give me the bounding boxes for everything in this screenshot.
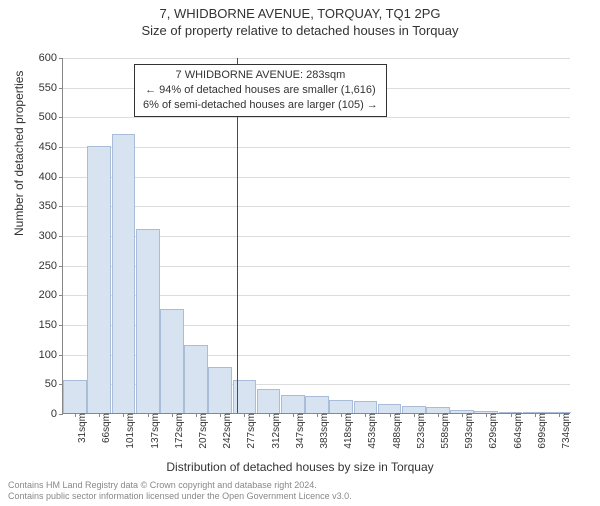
chart-title-sub: Size of property relative to detached ho… (0, 23, 600, 38)
gridline (63, 177, 570, 178)
ytick-label: 400 (39, 171, 63, 183)
xtick-label: 277sqm (240, 413, 257, 449)
x-axis-label: Distribution of detached houses by size … (0, 460, 600, 474)
ytick-label: 250 (39, 260, 63, 272)
footer-line2: Contains public sector information licen… (8, 491, 352, 502)
xtick-label: 312sqm (265, 413, 282, 449)
xtick-label: 347sqm (289, 413, 306, 449)
gridline (63, 58, 570, 59)
ytick-label: 600 (39, 52, 63, 64)
histogram-bar (87, 146, 111, 413)
footer-attribution: Contains HM Land Registry data © Crown c… (8, 480, 352, 502)
xtick-label: 418sqm (337, 413, 354, 449)
xtick-label: 699sqm (531, 413, 548, 449)
xtick-label: 734sqm (555, 413, 572, 449)
ytick-label: 50 (45, 378, 63, 390)
ytick-label: 0 (51, 408, 63, 420)
xtick-label: 66sqm (95, 413, 112, 443)
xtick-label: 242sqm (216, 413, 233, 449)
y-axis-label: Number of detached properties (12, 71, 26, 236)
xtick-label: 207sqm (192, 413, 209, 449)
ytick-label: 100 (39, 349, 63, 361)
annotation-line1: 7 WHIDBORNE AVENUE: 283sqm (143, 68, 378, 83)
xtick-label: 137sqm (144, 413, 161, 449)
histogram-bar (402, 406, 426, 413)
gridline (63, 147, 570, 148)
histogram-bar (329, 400, 353, 413)
histogram-bar (112, 134, 136, 413)
annotation-line3: 6% of semi-detached houses are larger (1… (143, 98, 378, 113)
histogram-bar (354, 401, 378, 413)
annotation-box: 7 WHIDBORNE AVENUE: 283sqm ← 94% of deta… (134, 64, 387, 117)
histogram-bar (233, 380, 257, 413)
xtick-label: 488sqm (386, 413, 403, 449)
histogram-bar (184, 345, 208, 413)
annotation-line2: ← 94% of detached houses are smaller (1,… (143, 83, 378, 98)
footer-line1: Contains HM Land Registry data © Crown c… (8, 480, 352, 491)
xtick-label: 172sqm (168, 413, 185, 449)
chart-plot-area: 05010015020025030035040045050055060031sq… (62, 58, 570, 414)
xtick-label: 558sqm (434, 413, 451, 449)
gridline (63, 117, 570, 118)
ytick-label: 550 (39, 82, 63, 94)
histogram-bar (281, 395, 305, 413)
xtick-label: 101sqm (119, 413, 136, 449)
xtick-label: 664sqm (507, 413, 524, 449)
histogram-bar (208, 367, 232, 413)
chart-title-main: 7, WHIDBORNE AVENUE, TORQUAY, TQ1 2PG (0, 6, 600, 21)
histogram-bar (63, 380, 87, 413)
histogram-bar (378, 404, 402, 413)
histogram-bar (257, 389, 281, 413)
gridline (63, 206, 570, 207)
xtick-label: 31sqm (71, 413, 88, 443)
ytick-label: 300 (39, 230, 63, 242)
xtick-label: 523sqm (410, 413, 427, 449)
histogram-bar (305, 396, 329, 413)
xtick-label: 383sqm (313, 413, 330, 449)
xtick-label: 593sqm (458, 413, 475, 449)
histogram-bar (160, 309, 184, 413)
ytick-label: 150 (39, 319, 63, 331)
ytick-label: 500 (39, 111, 63, 123)
ytick-label: 200 (39, 289, 63, 301)
histogram-bar (136, 229, 160, 413)
ytick-label: 350 (39, 200, 63, 212)
xtick-label: 453sqm (361, 413, 378, 449)
xtick-label: 629sqm (482, 413, 499, 449)
ytick-label: 450 (39, 141, 63, 153)
